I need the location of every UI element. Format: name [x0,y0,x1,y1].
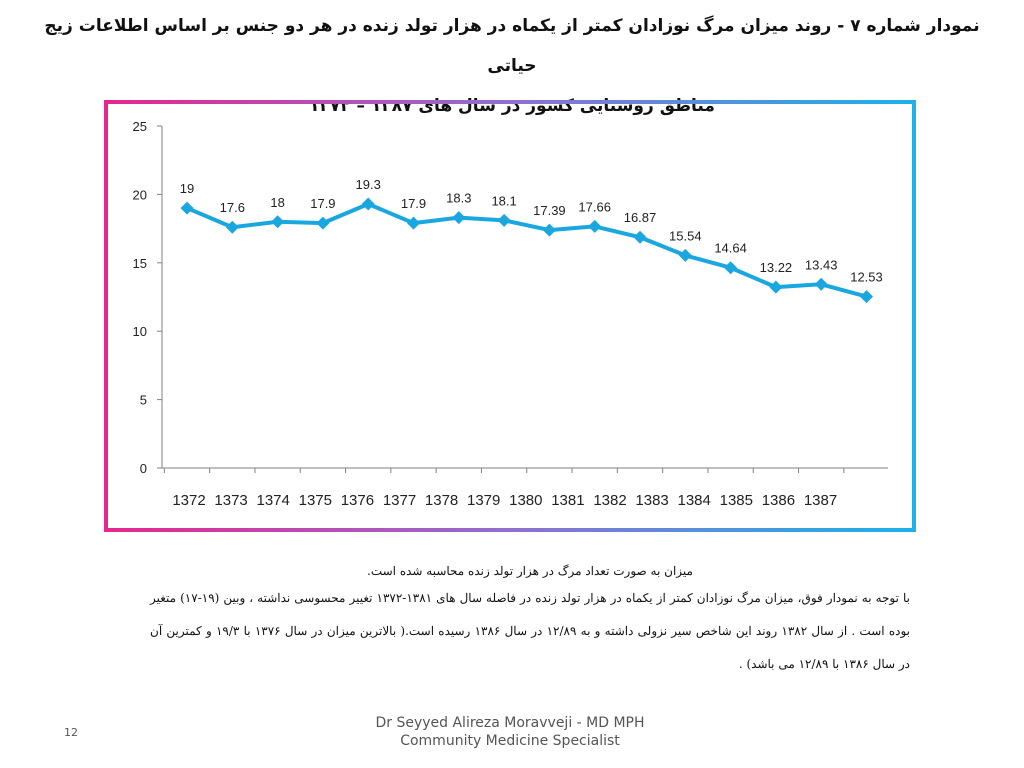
data-label: 12.53 [850,270,883,285]
data-point-marker [769,280,783,294]
y-tick-label: 0 [140,461,147,476]
data-point-marker [452,211,466,225]
data-label: 17.6 [220,200,245,215]
x-tick-label: 1382 [593,492,626,509]
data-label: 18 [270,195,284,210]
x-tick-label: 1381 [551,492,584,509]
page-number: 12 [64,726,78,739]
data-label: 19.3 [356,177,381,192]
x-tick-label: 1379 [467,492,500,509]
x-tick-label: 1375 [299,492,332,509]
data-point-marker [542,223,556,237]
x-tick-label: 1384 [678,492,711,509]
data-point-marker [497,213,511,227]
data-point-marker [724,261,738,275]
chart-title-line-1: نمودار شماره ۷ - روند میزان مرگ نوزادان … [44,16,980,76]
data-point-marker [633,230,647,244]
data-label: 14.64 [714,241,747,256]
data-point-marker [180,201,194,215]
data-label: 18.1 [491,193,516,208]
x-tick-label: 1373 [214,492,247,509]
x-tick-label: 1383 [635,492,668,509]
data-point-marker [407,216,420,230]
x-tick-label: 1387 [804,492,837,509]
data-label: 15.54 [669,228,702,243]
data-label: 13.22 [760,260,793,275]
data-point-marker [361,197,375,211]
x-tick-label: 1374 [257,492,290,509]
data-point-marker [271,215,285,229]
data-label: 17.39 [533,203,566,218]
author-name: Dr Seyyed Alireza Moravveji - MD MPH [375,715,645,731]
x-tick-label: 1376 [341,492,374,509]
notes-block: میزان به صورت تعداد مرگ در هزار تولد زند… [150,560,910,681]
x-tick-label: 1377 [383,492,416,509]
author-credit: Dr Seyyed Alireza Moravveji - MD MPH Com… [300,714,720,750]
author-title: Community Medicine Specialist [400,733,620,749]
data-label: 13.43 [805,257,838,272]
data-point-marker [678,248,692,262]
data-label: 16.87 [624,210,657,225]
note-rate-definition: میزان به صورت تعداد مرگ در هزار تولد زند… [367,564,693,578]
y-tick-label: 20 [133,187,147,202]
x-tick-label: 1380 [509,492,542,509]
y-tick-label: 5 [140,393,147,408]
data-point-marker [588,219,602,233]
data-label: 17.9 [401,196,426,211]
chart-frame [104,100,916,532]
data-label: 19 [180,181,194,196]
y-tick-label: 15 [133,256,147,271]
note-paragraph: با توجه به نمودار فوق، میزان مرگ نوزادان… [150,591,910,671]
x-tick-label: 1385 [720,492,753,509]
y-tick-label: 10 [133,324,147,339]
series-line [186,201,868,299]
data-point-marker [316,216,330,230]
x-tick-label: 1386 [762,492,795,509]
data-point-marker [225,220,239,234]
chart-container: 0 5 10 15 20 25 1372 1373 1374 1375 1376 1377 1378 13… [104,100,916,532]
data-label: 17.9 [310,196,335,211]
data-label: 18.3 [446,191,471,206]
y-tick-label: 25 [133,119,147,134]
line-chart: 0 5 10 15 20 25 1372 1373 1374 1375 1376 1377 1378 13… [104,100,916,532]
x-tick-label: 1378 [425,492,458,509]
data-point-marker [860,290,873,304]
x-tick-label: 1372 [172,492,205,509]
data-point-marker [814,277,828,291]
data-label: 17.66 [578,199,611,214]
